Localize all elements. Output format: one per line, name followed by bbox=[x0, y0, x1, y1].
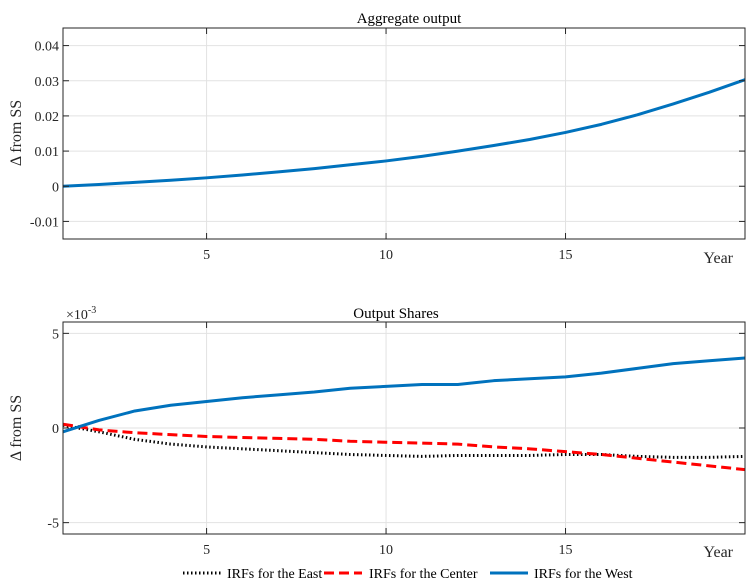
aggregate-output-panel: -0.01 0 0.01 0.02 0.03 0.04 5 10 15 Aggregate o… bbox=[8, 11, 746, 267]
x-tick-label: 5 bbox=[203, 543, 210, 558]
x-tick-label: 10 bbox=[379, 543, 393, 558]
y-tick-label: 0.03 bbox=[35, 75, 60, 90]
legend: IRFs for the East IRFs for the Center IR… bbox=[183, 567, 633, 582]
x-axis-label: Year bbox=[704, 250, 734, 267]
legend-label-west: IRFs for the West bbox=[534, 567, 633, 582]
legend-item-west: IRFs for the West bbox=[490, 567, 633, 582]
series-line-center bbox=[62, 422, 746, 472]
plot-area-background bbox=[63, 28, 745, 239]
y-tick-labels: -5 0 5 bbox=[47, 327, 59, 531]
legend-item-east: IRFs for the East bbox=[183, 567, 322, 582]
output-shares-panel: -5 0 5 5 10 15 Output Shares ×10-3 Δ from SS… bbox=[8, 305, 746, 561]
x-tick-label: 15 bbox=[559, 543, 573, 558]
series-line-0 bbox=[62, 78, 746, 188]
x-tick-labels: 5 10 15 bbox=[203, 248, 572, 263]
series-line-west bbox=[62, 356, 746, 434]
series-lines bbox=[62, 78, 746, 188]
x-axis-label: Year bbox=[704, 544, 734, 561]
y-axis-label: Δ from SS bbox=[8, 395, 25, 461]
y-tick-label: 0.04 bbox=[35, 40, 60, 55]
grid-lines bbox=[63, 28, 745, 239]
y-tick-label: 0 bbox=[52, 180, 59, 195]
y-tick-label: -0.01 bbox=[30, 215, 59, 230]
legend-label-center: IRFs for the Center bbox=[369, 567, 478, 582]
chart-title: Aggregate output bbox=[357, 11, 462, 27]
x-tick-label: 15 bbox=[559, 248, 573, 263]
x-tick-label: 5 bbox=[203, 248, 210, 263]
y-tick-label: 0 bbox=[52, 422, 59, 437]
y-tick-label: -5 bbox=[47, 517, 59, 532]
chart-title: Output Shares bbox=[353, 306, 439, 322]
axes-frame bbox=[62, 27, 746, 240]
x-tick-label: 10 bbox=[379, 248, 393, 263]
legend-item-center: IRFs for the Center bbox=[324, 567, 478, 582]
y-tick-labels: -0.01 0 0.01 0.02 0.03 0.04 bbox=[30, 40, 59, 231]
legend-label-east: IRFs for the East bbox=[227, 567, 322, 582]
y-tick-label: 0.02 bbox=[35, 110, 60, 125]
grid-lines bbox=[63, 322, 745, 534]
y-tick-label: 0.01 bbox=[35, 145, 60, 160]
x-tick-labels: 5 10 15 bbox=[203, 543, 572, 558]
series-lines bbox=[62, 356, 746, 472]
y-scale-multiplier: ×10-3 bbox=[66, 305, 96, 323]
y-tick-label: 5 bbox=[52, 327, 59, 342]
y-axis-label: Δ from SS bbox=[8, 100, 25, 166]
